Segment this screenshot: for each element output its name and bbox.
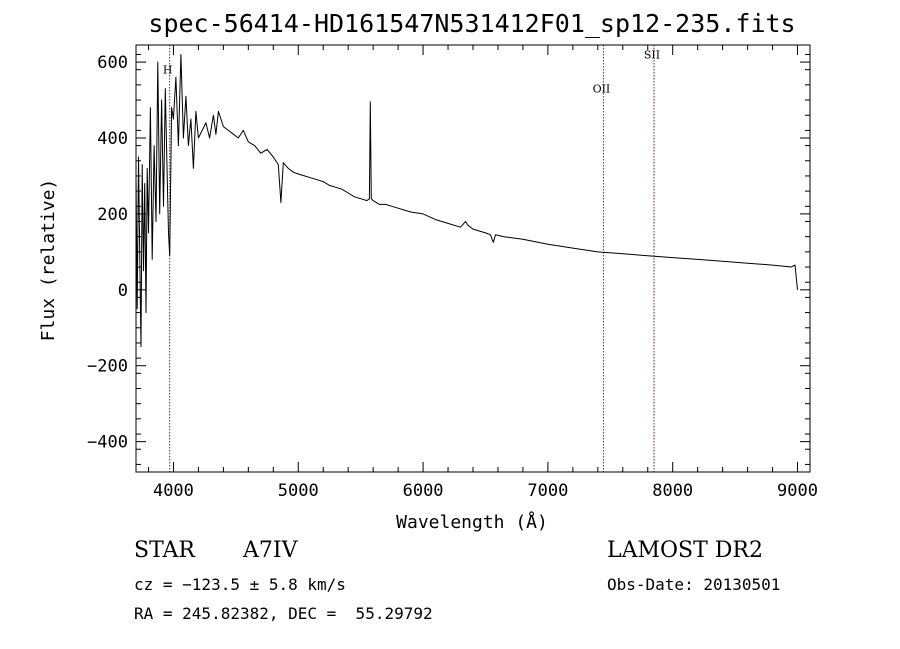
y-tick-label: 600 bbox=[97, 53, 128, 73]
y-tick-label: −200 bbox=[87, 357, 128, 377]
spectrum-series bbox=[135, 54, 798, 348]
observation-date: Obs-Date: 20130501 bbox=[607, 575, 781, 594]
spectral-line-label: SII bbox=[644, 48, 660, 61]
spectral-line-markers: H OII SII bbox=[163, 45, 660, 472]
x-tick-label: 7000 bbox=[527, 481, 568, 501]
x-tick-label: 9000 bbox=[777, 481, 818, 501]
x-tick-label: 6000 bbox=[403, 481, 444, 501]
axes: 4000 5000 6000 7000 8000 9000 −400 −200 0 200 400 6… bbox=[87, 45, 818, 501]
x-tick-label: 4000 bbox=[153, 481, 194, 501]
x-tick-label: 5000 bbox=[278, 481, 319, 501]
spectral-line-label: OII bbox=[593, 82, 611, 95]
y-tick-label: 400 bbox=[97, 129, 128, 149]
object-type: STAR bbox=[134, 538, 195, 563]
x-tick-label: 8000 bbox=[652, 481, 693, 501]
plot-frame bbox=[135, 44, 811, 473]
y-tick-label: −400 bbox=[87, 433, 128, 453]
spectrum-line bbox=[135, 54, 798, 348]
survey-name: LAMOST DR2 bbox=[607, 538, 763, 563]
x-axis-label: Wavelength (Å) bbox=[396, 511, 548, 533]
coordinates: RA = 245.82382, DEC = 55.29792 bbox=[134, 604, 433, 623]
y-tick-label: 200 bbox=[97, 205, 128, 225]
spectral-class: A7IV bbox=[243, 538, 298, 563]
spectral-line-label: H bbox=[163, 63, 173, 76]
chart-title: spec-56414-HD161547N531412F01_sp12-235.f… bbox=[148, 9, 795, 38]
radial-velocity: cz = −123.5 ± 5.8 km/s bbox=[134, 575, 346, 594]
y-axis-label: Flux (relative) bbox=[38, 179, 59, 342]
y-tick-label: 0 bbox=[118, 281, 128, 301]
